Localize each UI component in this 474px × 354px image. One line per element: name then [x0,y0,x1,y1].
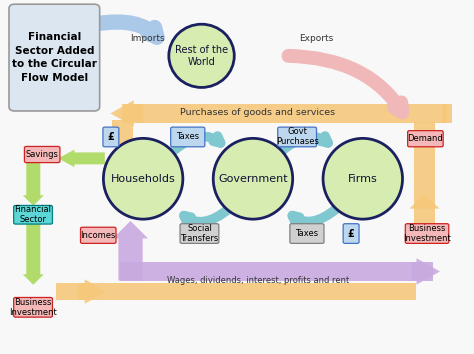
Text: Wages, dividends, interest, profits and rent: Wages, dividends, interest, profits and … [166,276,349,285]
Text: Demand: Demand [408,134,443,143]
Text: Incomes: Incomes [81,231,116,240]
Text: Imports: Imports [130,34,165,43]
FancyArrow shape [110,100,143,127]
FancyBboxPatch shape [405,224,449,244]
Text: £: £ [108,132,114,142]
Text: Government: Government [218,174,288,184]
FancyBboxPatch shape [290,224,324,244]
FancyBboxPatch shape [171,127,205,147]
FancyBboxPatch shape [14,297,53,317]
FancyBboxPatch shape [278,127,317,147]
FancyBboxPatch shape [180,224,219,244]
Bar [112,120,133,144]
Ellipse shape [169,24,234,87]
Text: Financial
Sector Added
to the Circular
Flow Model: Financial Sector Added to the Circular F… [12,32,97,83]
Text: Rest of the
World: Rest of the World [175,45,228,67]
FancyArrow shape [113,221,148,281]
Bar [442,104,452,122]
Text: Exports: Exports [299,34,333,43]
FancyArrow shape [412,258,440,285]
Text: Taxes: Taxes [295,229,319,238]
Ellipse shape [323,138,402,219]
Text: Financial
Sector: Financial Sector [15,205,52,224]
FancyArrow shape [23,162,44,206]
FancyArrow shape [23,223,44,285]
Text: Households: Households [111,174,175,184]
Bar [414,121,435,225]
Text: Savings: Savings [26,150,59,159]
FancyBboxPatch shape [14,205,53,224]
FancyBboxPatch shape [81,227,116,244]
FancyArrow shape [58,150,105,167]
Bar [122,104,447,122]
Text: Purchases of goods and services: Purchases of goods and services [180,108,335,116]
Text: Firms: Firms [348,174,378,184]
FancyBboxPatch shape [408,131,443,147]
FancyArrow shape [78,279,106,304]
FancyBboxPatch shape [9,4,100,111]
Text: Social
Transfers: Social Transfers [180,224,219,243]
Text: Business
Investment: Business Investment [403,224,451,243]
FancyBboxPatch shape [25,147,60,162]
FancyBboxPatch shape [103,127,119,147]
FancyArrow shape [409,195,440,209]
Text: Govt
Purchases: Govt Purchases [276,127,319,147]
FancyBboxPatch shape [343,224,359,244]
Text: £: £ [348,229,355,239]
Text: Taxes: Taxes [176,132,200,142]
Bar [56,283,416,300]
Bar [120,262,433,281]
Text: Business
Investment: Business Investment [9,298,57,317]
Ellipse shape [213,138,292,219]
Ellipse shape [103,138,183,219]
